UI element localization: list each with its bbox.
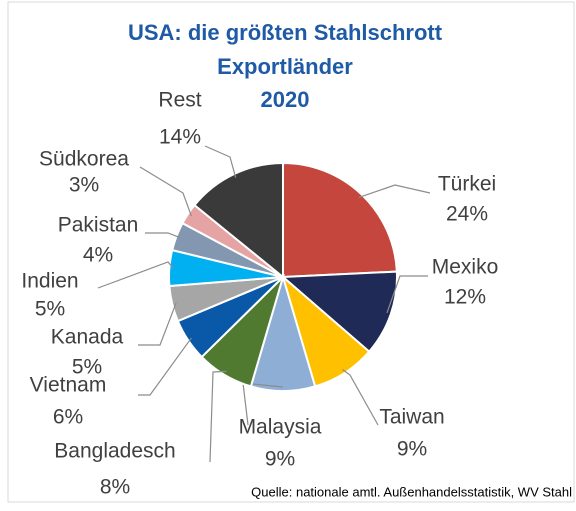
value-label: 5% bbox=[35, 298, 65, 321]
leader-line bbox=[204, 145, 237, 178]
chart-title: 2020 bbox=[261, 87, 310, 112]
pie-slice bbox=[193, 161, 284, 280]
chart-title: Exportländer bbox=[217, 54, 353, 79]
source: Quelle: nationale amtl. Außenhandelsstat… bbox=[251, 484, 572, 499]
leader-line bbox=[342, 369, 379, 426]
leader-line bbox=[386, 275, 428, 314]
frame bbox=[7, 1, 575, 503]
value-label: 6% bbox=[53, 406, 83, 429]
leader-line bbox=[145, 232, 181, 239]
value-label: 9% bbox=[397, 438, 427, 461]
slice-label: Indien bbox=[21, 270, 78, 293]
slice-label: Südkorea bbox=[39, 148, 129, 171]
leader-line bbox=[97, 261, 174, 289]
leader-line bbox=[138, 302, 177, 346]
value-label: 24% bbox=[446, 203, 488, 226]
value-label: 8% bbox=[100, 476, 130, 499]
pie-slice bbox=[280, 270, 398, 354]
slice-label: Taiwan bbox=[379, 406, 444, 429]
value-label: 14% bbox=[159, 126, 201, 149]
slice-label: Bangladesch bbox=[54, 440, 175, 463]
slice-label: Pakistan bbox=[58, 214, 139, 237]
slice-label: Rest bbox=[158, 89, 201, 112]
leader-line bbox=[138, 337, 192, 396]
leader-line bbox=[358, 184, 431, 198]
value-label: 3% bbox=[69, 174, 99, 197]
slice-label: Mexiko bbox=[432, 256, 499, 279]
chart-title: USA: die größten Stahlschrott bbox=[128, 20, 443, 45]
pie-slice bbox=[282, 161, 398, 279]
leader-line bbox=[139, 166, 192, 217]
slice-label: Türkei bbox=[438, 173, 496, 196]
value-label: 4% bbox=[83, 244, 113, 267]
slice-label: Kanada bbox=[51, 326, 124, 349]
value-label: 5% bbox=[72, 356, 102, 379]
slice-label: Vietnam bbox=[30, 374, 107, 397]
value-label: 9% bbox=[265, 448, 295, 471]
slice-label: Malaysia bbox=[239, 416, 322, 439]
value-label: 12% bbox=[444, 286, 486, 309]
leader-line bbox=[209, 370, 227, 463]
